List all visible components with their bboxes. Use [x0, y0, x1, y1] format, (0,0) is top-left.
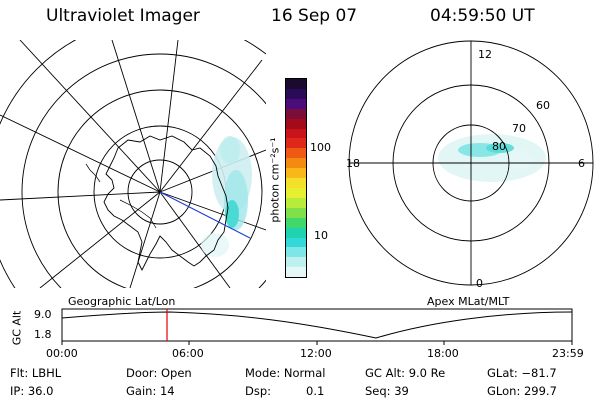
mlat-70-label: 70 [512, 122, 526, 135]
mlt-12-label: 12 [478, 48, 492, 61]
meridian-line [159, 191, 231, 288]
aurora-emission-left [201, 136, 252, 257]
meridian-line [159, 59, 263, 193]
colorbar-segment [286, 227, 306, 238]
date-label: 16 Sep 07 [271, 6, 358, 26]
meridian-line [0, 191, 161, 201]
meridian-line [129, 191, 161, 288]
colorbar-segment [286, 108, 306, 119]
colorbar-segment [286, 207, 306, 218]
lat-circle [127, 159, 193, 225]
x-tick-label: 12:00 [300, 347, 332, 360]
colorbar-segment [286, 128, 306, 139]
alt-tick-bottom: 1.8 [34, 328, 52, 341]
glat-readout: GLat: −81.7 [487, 366, 557, 380]
colorbar-segment [286, 88, 306, 99]
colorbar-tick-100: 100 [310, 141, 331, 154]
colorbar-segment [286, 237, 306, 248]
colorbar-segment [286, 217, 306, 228]
mlat-80-label: 80 [492, 140, 506, 153]
x-tick-label: 23:59 [552, 347, 584, 360]
meridian-line [159, 191, 266, 231]
colorbar-segment [286, 197, 306, 208]
meridian-line [159, 40, 179, 193]
colorbar-segment [286, 267, 306, 278]
geographic-panel-label: Geographic Lat/Lon [68, 295, 176, 308]
x-tick-label: 06:00 [172, 347, 204, 360]
colorbar-segment [286, 118, 306, 129]
door-readout: Door: Open [126, 366, 192, 380]
colorbar-segment [286, 98, 306, 109]
ross-ice-shelf-outline [85, 163, 157, 229]
dsp-value: 0.1 [306, 384, 325, 398]
mlt-0-label: 0 [476, 277, 483, 290]
meridian-line [19, 40, 161, 193]
time-label: 04:59:50 UT [430, 6, 535, 26]
x-tick-label: 00:00 [46, 347, 78, 360]
magnetic-panel-label: Apex MLat/MLT [427, 295, 510, 308]
lat-circle [57, 89, 263, 288]
mlt-18-label: 18 [346, 157, 360, 170]
colorbar-segment [286, 148, 306, 159]
colorbar-segment [286, 158, 306, 169]
gc-alt-axis-label: GC Alt [10, 310, 24, 346]
alt-tick-top: 9.0 [34, 308, 52, 321]
gc-alt-readout: GC Alt: 9.0 Re [365, 366, 446, 380]
x-tick-label: 18:00 [427, 347, 459, 360]
lat-circle [21, 53, 266, 288]
intensity-colorbar [285, 78, 307, 278]
mlat-grid [348, 40, 594, 286]
colorbar-segment [286, 247, 306, 258]
mlat-60-label: 60 [536, 99, 550, 112]
colorbar-segment [286, 178, 306, 188]
colorbar-segment [286, 79, 306, 89]
aurora-emission-right [438, 134, 546, 182]
colorbar-segment [286, 138, 306, 149]
filter-readout: Flt: LBHL [10, 366, 62, 380]
satellite-track-line [159, 191, 251, 239]
colorbar-segment [286, 187, 306, 198]
ip-readout: IP: 36.0 [10, 384, 54, 398]
seq-readout: Seq: 39 [365, 384, 409, 398]
meridian-line [111, 40, 161, 193]
mlt-6-label: 6 [578, 157, 585, 170]
antarctica-coastline [103, 135, 229, 272]
colorbar-segment [286, 257, 306, 268]
colorbar-segment [286, 168, 306, 179]
glon-readout: GLon: 299.7 [487, 384, 557, 398]
meridian-line [39, 191, 161, 288]
instrument-title: Ultraviolet Imager [46, 6, 200, 26]
colorbar-unit-label: photon cm⁻²s⁻¹ [268, 137, 282, 223]
gain-readout: Gain: 14 [126, 384, 175, 398]
meridian-line [0, 114, 161, 193]
dsp-label: Dsp: [245, 384, 272, 398]
colorbar-tick-10: 10 [314, 229, 328, 242]
mode-readout: Mode: Normal [245, 366, 326, 380]
